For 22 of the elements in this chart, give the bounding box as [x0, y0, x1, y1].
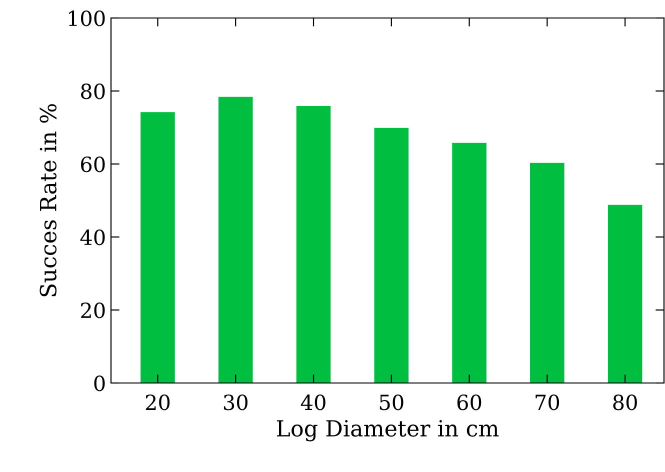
- x-tick-label: 20: [146, 394, 170, 410]
- y-tick-label: 60: [81, 156, 105, 172]
- y-tick-label: 100: [68, 10, 105, 26]
- bar: [140, 112, 175, 383]
- x-tick-label: 40: [300, 394, 326, 410]
- x-tick-label: 60: [457, 394, 482, 410]
- y-tick-label: 0: [94, 375, 105, 392]
- y-tick-label: 80: [81, 83, 105, 100]
- bar: [218, 96, 253, 383]
- y-tick-label: 40: [80, 229, 105, 246]
- bar: [296, 106, 331, 383]
- x-tick-label: 50: [380, 394, 404, 410]
- x-tick-label: 70: [536, 394, 560, 410]
- y-axis-title: Succes Rate in %: [40, 104, 57, 296]
- bar: [452, 142, 486, 383]
- x-tick-label: 80: [613, 394, 637, 410]
- bar: [608, 204, 642, 383]
- bar: [374, 128, 409, 383]
- x-axis-title: Log Diameter in cm: [276, 420, 499, 442]
- bar: [530, 162, 564, 383]
- x-tick-label: 30: [224, 394, 248, 410]
- y-tick-label: 20: [81, 302, 105, 318]
